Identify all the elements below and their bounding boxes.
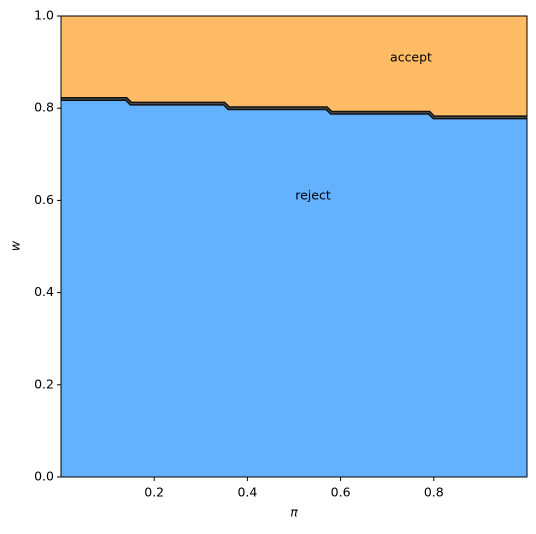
x-tick-label: 0.4 — [237, 485, 257, 500]
y-tick-label: 0.4 — [34, 284, 54, 299]
x-tick-label: 0.6 — [331, 485, 351, 500]
y-axis-label: w — [8, 240, 23, 251]
y-tick-label: 0.6 — [34, 192, 54, 207]
region-label: reject — [295, 188, 331, 203]
x-axis-label: π — [290, 505, 298, 520]
y-tick-label: 0.0 — [34, 469, 54, 484]
reject-region — [61, 98, 527, 477]
plot-frame — [60, 15, 528, 478]
accept-region — [61, 16, 527, 118]
y-tick-label: 0.8 — [34, 100, 54, 115]
x-tick-label: 0.2 — [144, 485, 164, 500]
y-tick-label: 0.2 — [34, 376, 54, 391]
decision-boundary-inner — [61, 98, 527, 118]
y-tick-label: 1.0 — [34, 8, 54, 23]
region-label: accept — [390, 50, 432, 65]
x-tick-label: 0.8 — [424, 485, 444, 500]
